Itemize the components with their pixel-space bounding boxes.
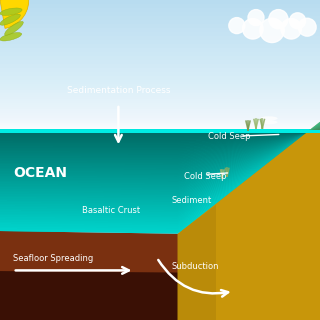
Ellipse shape — [0, 33, 22, 41]
Text: Basaltic Crust: Basaltic Crust — [82, 206, 140, 215]
Circle shape — [243, 19, 263, 39]
Ellipse shape — [0, 8, 22, 15]
Ellipse shape — [260, 116, 278, 121]
Circle shape — [248, 10, 264, 26]
Wedge shape — [0, 0, 29, 28]
Circle shape — [260, 18, 284, 43]
Circle shape — [298, 18, 316, 36]
Ellipse shape — [260, 120, 278, 124]
Circle shape — [269, 10, 288, 29]
Ellipse shape — [4, 21, 23, 35]
Text: Sediment: Sediment — [171, 196, 212, 205]
Circle shape — [229, 18, 245, 34]
Polygon shape — [178, 205, 216, 320]
Ellipse shape — [0, 14, 20, 25]
Text: OCEAN: OCEAN — [13, 166, 67, 180]
Circle shape — [290, 13, 306, 29]
Text: Sedimentation Process: Sedimentation Process — [67, 86, 170, 95]
Text: Subduction: Subduction — [171, 262, 219, 271]
Circle shape — [281, 19, 301, 39]
Polygon shape — [178, 117, 320, 320]
Text: Cold Seep: Cold Seep — [208, 132, 251, 141]
Text: Cold Seep: Cold Seep — [184, 172, 227, 181]
Text: Seafloor Spreading: Seafloor Spreading — [13, 254, 93, 263]
